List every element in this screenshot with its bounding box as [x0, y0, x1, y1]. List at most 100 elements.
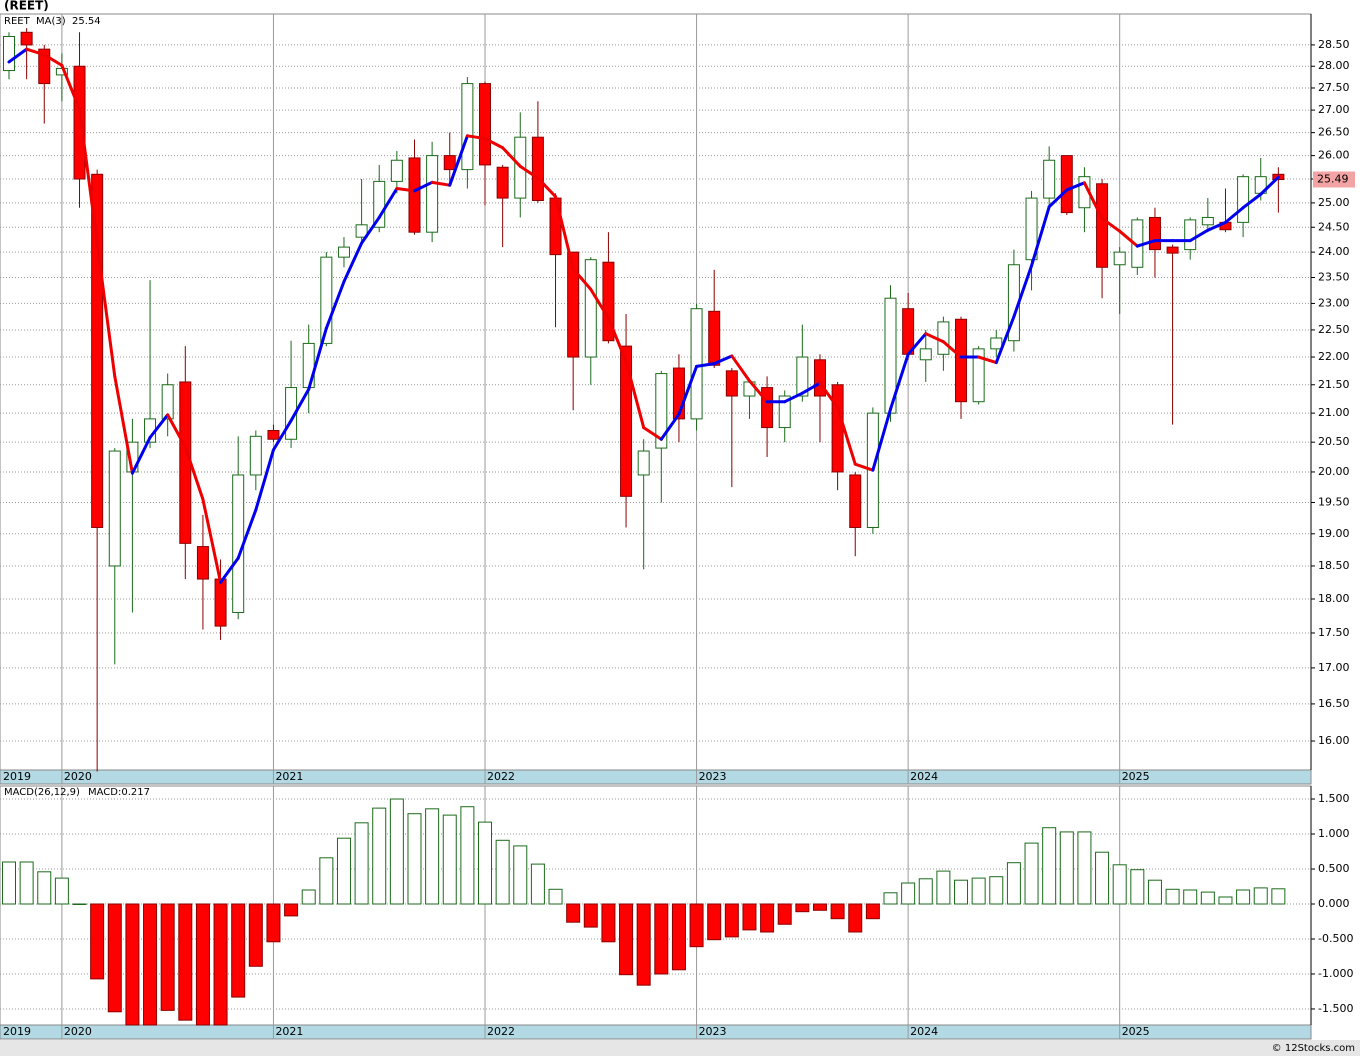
ma-segment	[624, 359, 646, 430]
candle-body	[602, 261, 615, 342]
ma-segment	[183, 445, 205, 501]
candle-body	[1025, 197, 1038, 261]
x-tick-label: 2025	[1122, 1025, 1150, 1038]
x-tick-label: 2022	[487, 1025, 515, 1038]
candle-body	[355, 224, 368, 238]
candle-body	[655, 373, 668, 449]
macd-bar	[125, 903, 140, 1026]
candle-body	[937, 321, 950, 355]
ma-segment	[659, 412, 681, 441]
candle-body	[1060, 155, 1073, 214]
macd-bar	[266, 903, 281, 943]
macd-bar	[1059, 831, 1074, 905]
macd-bar	[495, 839, 510, 905]
candle-body	[496, 166, 509, 199]
macd-bar	[1271, 888, 1286, 905]
macd-bar	[671, 903, 686, 971]
macd-bar	[530, 863, 545, 905]
footer-band	[0, 1040, 1360, 1056]
x-tick-label: 2020	[64, 1025, 92, 1038]
ma-segment	[730, 354, 751, 383]
ma-segment	[536, 176, 558, 199]
legend-ma-value: 25.54	[72, 16, 101, 27]
candle-body	[584, 259, 597, 358]
ma-segment	[1259, 175, 1280, 196]
y-tick-label: 26.00	[1318, 149, 1350, 162]
macd-bar	[478, 821, 493, 905]
ma-segment	[483, 137, 505, 150]
date-strip	[0, 769, 1312, 785]
ma-segment	[1206, 220, 1227, 232]
macd-bar	[566, 903, 581, 923]
ma-segment	[219, 556, 240, 584]
macd-bar	[654, 903, 669, 975]
y-tick-label: 16.00	[1318, 734, 1350, 747]
macd-bar	[301, 889, 316, 905]
macd-bar	[19, 861, 34, 905]
ma-segment	[1135, 239, 1157, 248]
candle-body	[1043, 159, 1056, 199]
candle-body	[831, 384, 844, 473]
ma-segment	[800, 381, 822, 395]
ma-segment	[448, 134, 469, 187]
candle-body	[567, 251, 580, 358]
macd-bar	[777, 903, 792, 925]
candle-body	[1201, 216, 1214, 226]
macd-bar	[1077, 831, 1092, 905]
y-tick-label: 1.000	[1318, 827, 1350, 840]
y-tick-label: 25.00	[1318, 196, 1350, 209]
macd-bar	[407, 813, 422, 905]
y-tick-label: 19.00	[1318, 527, 1350, 540]
macd-bar	[1130, 869, 1145, 905]
x-tick-label: 2021	[275, 770, 303, 783]
x-tick-label: 2023	[699, 1025, 727, 1038]
legend-ma: MA(3)	[36, 16, 66, 27]
ma-segment	[465, 134, 487, 141]
macd-bar	[583, 903, 598, 928]
candle-body	[1113, 251, 1126, 266]
ma-segment	[994, 315, 1016, 365]
macd-bar	[195, 903, 210, 1026]
candle-body	[108, 450, 121, 567]
ma-segment	[1118, 229, 1139, 248]
ma-segment	[1082, 181, 1104, 220]
candle-body	[479, 83, 492, 166]
ma-segment	[1065, 181, 1086, 192]
macd-bar	[107, 903, 122, 1013]
y-tick-label: 1.500	[1318, 792, 1350, 805]
ma-segment	[941, 340, 963, 359]
macd-bar	[724, 903, 739, 938]
ma-segment	[1241, 192, 1263, 210]
y-tick-label: 20.00	[1318, 465, 1350, 478]
macd-bar	[213, 903, 228, 1026]
candle-body	[373, 180, 386, 228]
candle-body	[849, 474, 862, 528]
ma-segment	[1188, 228, 1210, 243]
macd-bar	[1236, 889, 1251, 905]
ma-segment	[571, 267, 593, 291]
ma-segment	[42, 53, 64, 67]
macd-bar	[1095, 851, 1110, 905]
ma-segment	[501, 146, 522, 168]
candle-body	[20, 31, 33, 46]
y-tick-label: 28.00	[1318, 59, 1350, 72]
macd-bar	[1006, 862, 1021, 905]
macd-bar	[372, 807, 387, 905]
price-tag-label: 25.49	[1317, 172, 1349, 185]
ma-segment	[906, 332, 928, 356]
legend-value: MACD:0.217	[88, 787, 150, 798]
legend-name: REET	[4, 16, 31, 27]
x-tick-label: 2024	[910, 1025, 938, 1038]
candle-body	[408, 157, 421, 233]
ma-segment	[324, 280, 346, 330]
y-tick-label: 23.50	[1318, 271, 1350, 284]
candle-body	[972, 348, 985, 403]
candle-body	[161, 384, 174, 420]
ma-segment	[166, 413, 187, 449]
ma-segment	[7, 47, 29, 64]
y-tick-label: 17.50	[1318, 626, 1350, 639]
candle-body	[919, 348, 932, 361]
ma-segment	[783, 391, 804, 404]
macd-bar	[619, 903, 634, 976]
